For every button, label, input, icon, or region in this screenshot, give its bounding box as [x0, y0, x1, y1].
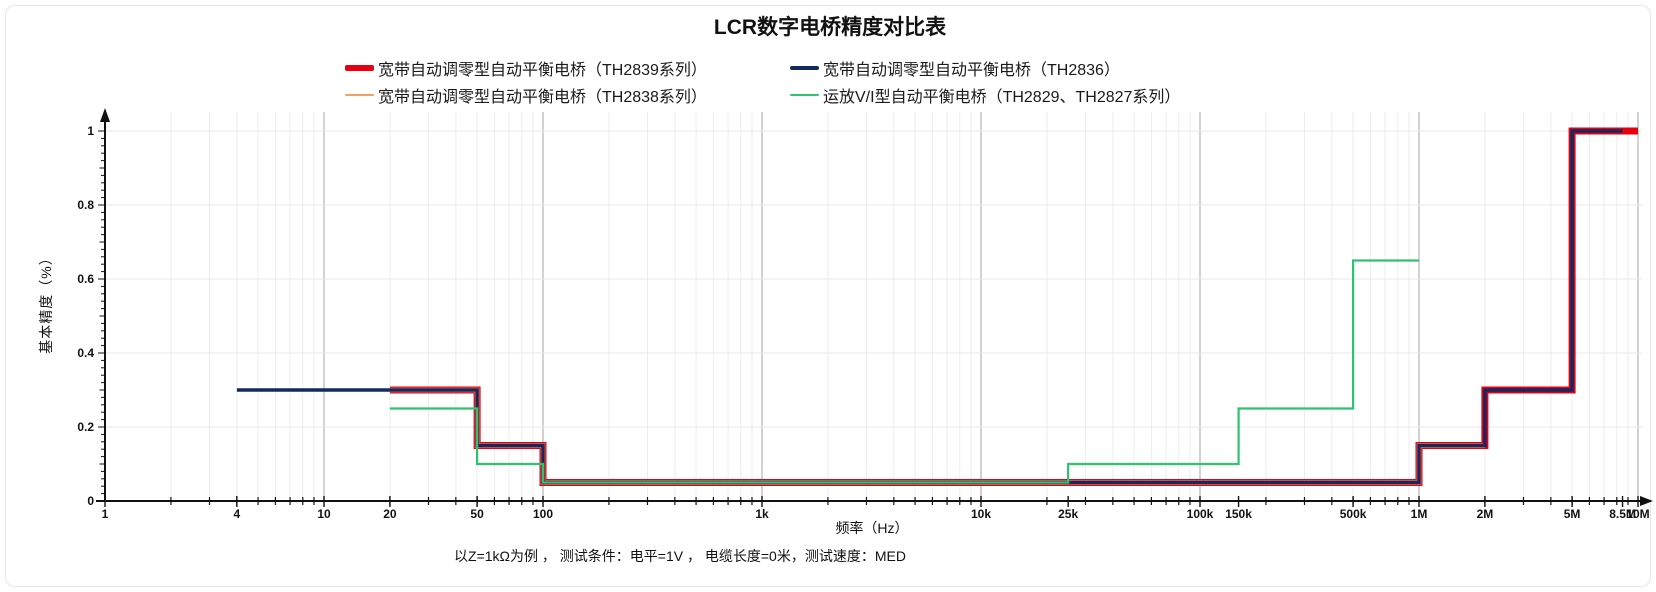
y-axis-title: 基本精度（%） [38, 250, 54, 354]
x-tick-label: 100 [533, 507, 553, 521]
tick-marks [98, 130, 1639, 507]
x-tick-label: 1k [755, 507, 769, 521]
y-tick-label: 0 [87, 494, 94, 508]
y-tick-label: 1 [87, 124, 94, 138]
y-tick-label: 0.8 [77, 198, 94, 212]
axes [96, 108, 1653, 506]
series-line-1 [389, 387, 1485, 485]
x-tick-label: 10k [971, 507, 991, 521]
x-tick-label: 50 [470, 507, 484, 521]
legend-item-label: 宽带自动调零型自动平衡电桥（TH2838系列） [378, 89, 707, 106]
y-tick-label: 0.6 [77, 272, 94, 286]
tick-labels: 1 4 10 20 50 100 1k 10k 25k 100k 150k 500k 1M 2M 5M 8.5… [77, 124, 1649, 521]
gridlines [105, 112, 1642, 501]
legend-item-label: 宽带自动调零型自动平衡电桥（TH2836） [823, 62, 1120, 79]
legend-line-swatch-icon [790, 66, 819, 70]
series-line-0 [389, 127, 1638, 486]
legend-item-0: 宽带自动调零型自动平衡电桥（TH2839系列） [345, 57, 707, 79]
series-line-3 [389, 259, 1419, 484]
x-tick-label: 150k [1225, 507, 1252, 521]
chart-title: LCR数字电桥精度对比表 [713, 16, 947, 39]
legend-item-2: 宽带自动调零型自动平衡电桥（TH2838系列） [345, 84, 707, 106]
x-tick-label: 1 [102, 507, 109, 521]
legend-item-label: 运放V/I型自动平衡电桥（TH2829、TH2827系列） [823, 89, 1181, 106]
x-tick-label: 4 [234, 507, 241, 521]
x-tick-label: 500k [1340, 507, 1367, 521]
legend-line-swatch-icon [345, 94, 374, 96]
legend-line-swatch-icon [790, 94, 819, 96]
x-tick-label: 1M [1411, 507, 1428, 521]
legend-item-3: 运放V/I型自动平衡电桥（TH2829、TH2827系列） [790, 84, 1180, 106]
test-conditions-note: 以Z=1kΩ为例 ， 测试条件：电平=1V ， 电缆长度=0米，测试速度：MED [454, 548, 906, 564]
legend-line-swatch-icon [345, 65, 374, 71]
legend-item-1: 宽带自动调零型自动平衡电桥（TH2836） [790, 57, 1120, 79]
series-line-2 [236, 129, 1623, 485]
x-tick-label: 10M [1626, 507, 1649, 521]
x-tick-label: 5M [1564, 507, 1581, 521]
x-tick-label: 10 [317, 507, 331, 521]
x-tick-label: 25k [1058, 507, 1078, 521]
y-tick-label: 0.4 [77, 346, 94, 360]
x-axis-arrow-icon [1640, 496, 1653, 506]
x-axis-title: 频率（Hz） [835, 520, 909, 536]
x-tick-label: 20 [383, 507, 397, 521]
data-series [236, 127, 1638, 486]
y-tick-label: 0.2 [77, 420, 94, 434]
legend-item-label: 宽带自动调零型自动平衡电桥（TH2839系列） [378, 62, 707, 79]
y-axis-arrow-icon [100, 108, 110, 122]
x-tick-label: 2M [1477, 507, 1494, 521]
x-tick-label: 100k [1187, 507, 1214, 521]
x-tick-label: 8.5M [1609, 507, 1636, 521]
